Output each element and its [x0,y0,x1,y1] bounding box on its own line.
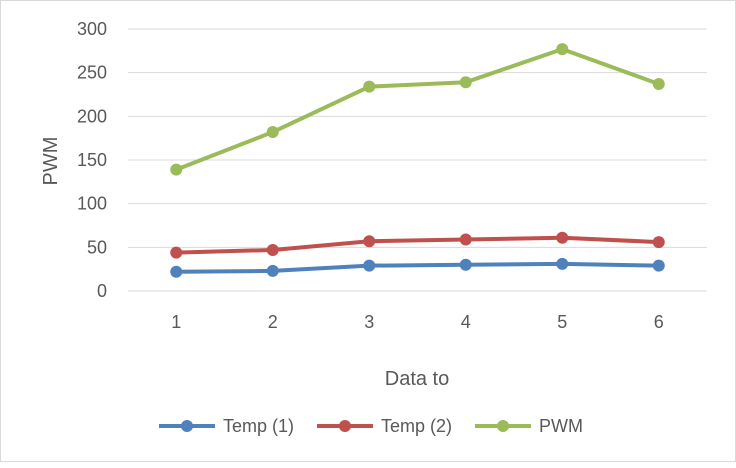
x-tick-label: 1 [171,312,181,332]
x-tick-label: 5 [557,312,567,332]
data-point [652,259,665,272]
x-axis-label: Data to [385,368,449,390]
series-line-0 [176,261,659,274]
data-point [266,264,279,277]
legend-marker [181,420,193,432]
data-point [266,243,279,256]
data-point [266,126,279,139]
data-point [556,257,569,270]
data-point [170,246,183,259]
legend-label: Temp (2) [381,416,452,436]
x-tick-label: 4 [461,312,471,332]
y-tick-label: 50 [87,237,107,257]
series-line-1 [176,235,659,255]
data-point [363,80,376,93]
legend-label: Temp (1) [223,416,294,436]
x-tick-label: 2 [268,312,278,332]
data-point [556,43,569,56]
legend-marker [497,420,509,432]
y-tick-label: 100 [77,194,107,214]
data-point [170,265,183,278]
x-tick-label: 3 [364,312,374,332]
data-point [363,259,376,272]
legend-label: PWM [539,416,583,436]
y-tick-label: 250 [77,63,107,83]
legend-item: Temp (2) [317,416,452,436]
y-axis-label: PWM [40,137,62,186]
legend-item: PWM [475,416,583,436]
y-tick-label: 150 [77,150,107,170]
legend-marker [339,420,351,432]
data-point [170,163,183,176]
data-point [459,258,472,271]
data-point [652,236,665,249]
x-tick-label: 6 [654,312,664,332]
data-point [652,78,665,91]
data-point [363,235,376,248]
y-tick-label: 0 [97,281,107,301]
data-point [459,76,472,89]
y-tick-label: 200 [77,106,107,126]
data-point [459,233,472,246]
series-line-2 [175,47,660,172]
legend-item: Temp (1) [159,416,294,436]
data-point [556,231,569,244]
y-tick-label: 300 [77,19,107,39]
